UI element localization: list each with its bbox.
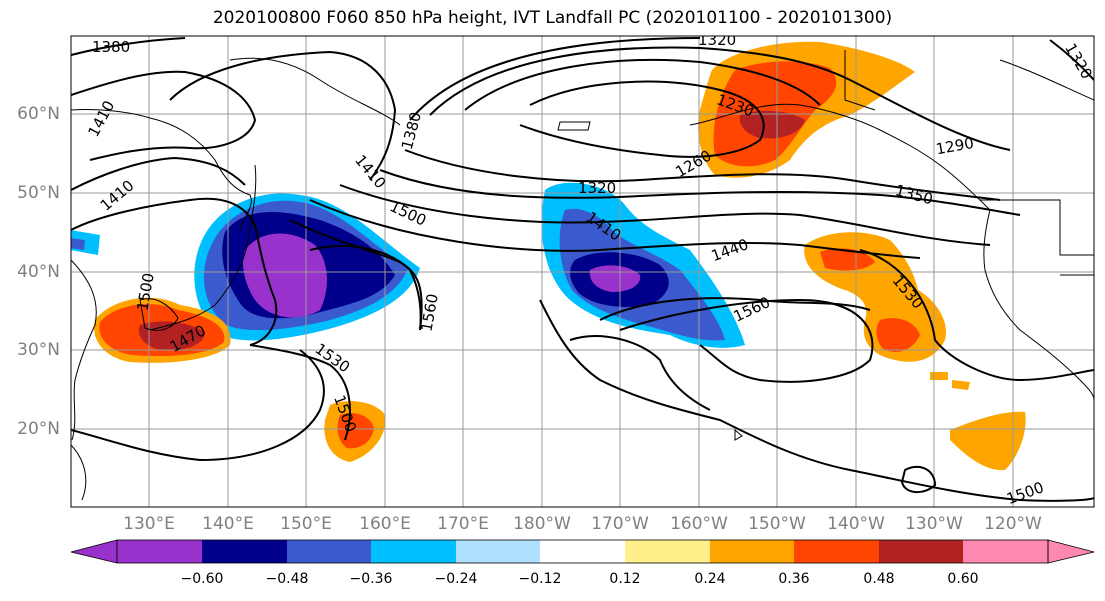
longitude-label: 140°W <box>827 514 885 534</box>
colorbar-segment <box>456 540 540 563</box>
longitude-label: 120°W <box>984 514 1042 534</box>
colorbar-tick-label: −0.48 <box>265 571 309 587</box>
ivt-negative-central-pacific <box>541 182 745 348</box>
ivt-positive-california <box>804 232 1026 471</box>
map-title: 2020100800 F060 850 hPa height, IVT Land… <box>212 8 893 28</box>
colorbar-frame <box>116 539 1049 564</box>
colorbar-tick-label: 0.60 <box>947 571 979 587</box>
colorbar-min-extension <box>70 539 118 564</box>
latitude-label: 30°N <box>17 340 60 360</box>
longitude-label: 150°W <box>748 514 806 534</box>
contour-label: 1320 <box>698 31 736 49</box>
contour-label: 1380 <box>92 38 130 56</box>
colorbar-segment <box>371 540 456 563</box>
colorbar <box>70 539 1095 564</box>
colorbar-tick-label: −0.36 <box>349 571 393 587</box>
colorbar-tick-label: 0.24 <box>694 571 726 587</box>
longitude-label: 180°W <box>513 514 571 534</box>
contour-label: 1320 <box>578 179 616 197</box>
longitude-label: 140°E <box>202 514 254 534</box>
colorbar-segment <box>202 540 287 563</box>
latitude-label: 50°N <box>17 183 60 203</box>
longitude-label: 160°W <box>670 514 728 534</box>
longitude-label: 160°E <box>359 514 411 534</box>
ivt-positive-small <box>324 401 386 462</box>
coastlines <box>71 50 1094 501</box>
longitude-label: 130°E <box>123 514 175 534</box>
latitude-label: 40°N <box>17 262 60 282</box>
colorbar-segment <box>963 540 1048 563</box>
longitude-label: 150°E <box>280 514 332 534</box>
colorbar-tick-label: −0.24 <box>434 571 478 587</box>
colorbar-tick-label: −0.60 <box>180 571 224 587</box>
map-frame <box>70 35 1095 508</box>
latitude-label: 60°N <box>17 104 60 124</box>
colorbar-max-extension <box>1047 539 1095 564</box>
colorbar-tick-label: 0.36 <box>778 571 810 587</box>
colorbar-segment <box>540 540 625 563</box>
colorbar-segment <box>879 540 963 563</box>
colorbar-segment <box>625 540 710 563</box>
colorbar-segment <box>710 540 794 563</box>
longitude-label: 170°E <box>437 514 489 534</box>
colorbar-tick-label: 0.48 <box>863 571 895 587</box>
colorbar-segment <box>287 540 371 563</box>
height-contours <box>71 37 1094 502</box>
colorbar-tick-label: −0.12 <box>518 571 562 587</box>
longitude-label: 170°W <box>591 514 649 534</box>
colorbar-segment <box>794 540 879 563</box>
latitude-label: 20°N <box>17 419 60 439</box>
colorbar-segment <box>117 540 202 563</box>
longitude-label: 130°W <box>905 514 963 534</box>
colorbar-tick-label: 0.12 <box>609 571 641 587</box>
